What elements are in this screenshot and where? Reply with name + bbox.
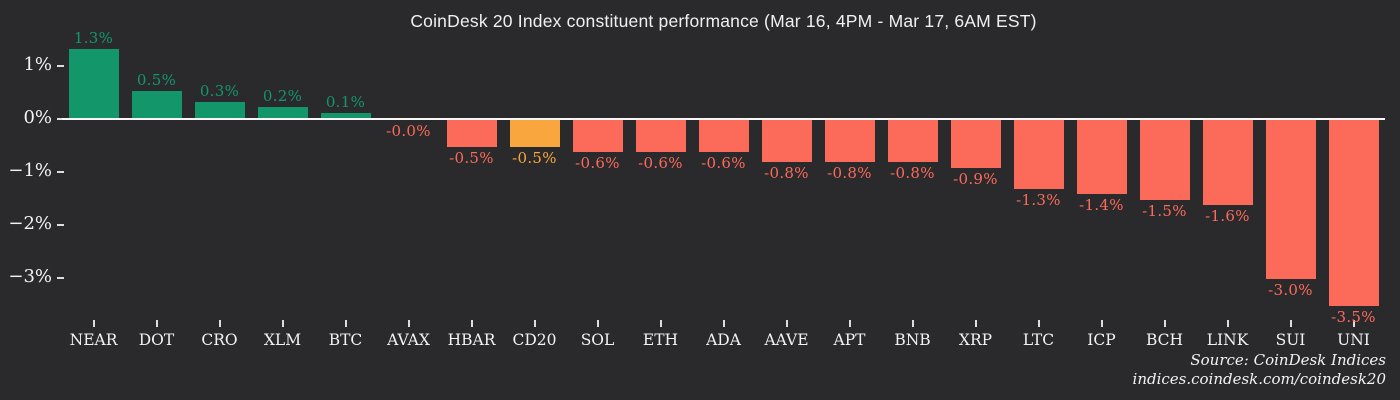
bar-bch [1139, 119, 1190, 200]
y-axis-tick-label: −2% [8, 213, 52, 234]
value-label-xrp: -0.9% [953, 170, 998, 188]
value-label-near: 1.3% [73, 29, 114, 47]
value-label-cro: 0.3% [199, 82, 240, 100]
source-url: indices.coindesk.com/coindesk20 [1132, 370, 1386, 388]
y-axis-tick-label: 0% [23, 107, 52, 128]
value-label-bch: -1.5% [1142, 202, 1187, 220]
value-label-btc: 0.1% [325, 93, 366, 111]
y-axis-tick-mark [57, 118, 64, 120]
x-axis-tick-mark [470, 320, 473, 327]
bar-cd20 [509, 119, 560, 147]
x-axis-label-icp: ICP [1087, 331, 1116, 349]
value-label-avax: -0.0% [386, 122, 431, 140]
bar-ltc [1013, 119, 1064, 189]
value-label-dot: 0.5% [136, 71, 177, 89]
x-axis-tick-mark [1037, 320, 1040, 327]
bar-xlm [257, 107, 308, 119]
bar-bnb [887, 119, 938, 162]
y-axis-tick-mark [57, 277, 64, 279]
x-axis-label-dot: DOT [138, 331, 175, 349]
bar-xrp [950, 119, 1001, 168]
x-axis-tick-mark [344, 320, 347, 327]
x-axis-tick-mark [155, 320, 158, 327]
y-axis-tick-mark [57, 224, 64, 226]
x-axis-label-avax: AVAX [387, 331, 430, 349]
bar-near [68, 49, 119, 119]
value-label-sol: -0.6% [575, 154, 620, 172]
source-line: Source: CoinDesk Indices [1190, 351, 1386, 369]
value-label-xlm: 0.2% [262, 87, 303, 105]
x-axis-label-near: NEAR [69, 331, 118, 349]
x-axis-label-cd20: CD20 [512, 331, 557, 349]
x-axis-label-aave: AAVE [764, 331, 809, 349]
x-axis-label-uni: UNI [1337, 331, 1370, 349]
x-axis-tick-mark [974, 320, 977, 327]
x-axis-label-ada: ADA [706, 331, 741, 349]
bar-ada [698, 119, 749, 152]
value-label-bnb: -0.8% [890, 164, 935, 182]
y-axis-tick-mark [57, 65, 64, 67]
value-label-eth: -0.6% [638, 154, 683, 172]
x-axis-label-bnb: BNB [894, 331, 931, 349]
value-label-ada: -0.6% [701, 154, 746, 172]
bar-aave [761, 119, 812, 162]
bar-cro [194, 102, 245, 119]
x-axis-tick-mark [92, 320, 95, 327]
x-axis-tick-mark [1163, 320, 1166, 327]
bar-btc [320, 113, 371, 119]
x-axis-label-link: LINK [1206, 331, 1249, 349]
x-axis-label-btc: BTC [328, 331, 363, 349]
value-label-ltc: -1.3% [1016, 191, 1061, 209]
x-axis-label-apt: APT [833, 331, 866, 349]
chart-title: CoinDesk 20 Index constituent performanc… [410, 11, 1037, 31]
value-label-sui: -3.0% [1268, 281, 1313, 299]
value-label-hbar: -0.5% [449, 149, 494, 167]
bar-eth [635, 119, 686, 152]
x-axis-tick-mark [722, 320, 725, 327]
y-axis-tick-label: −3% [8, 266, 52, 287]
x-axis-tick-mark [596, 320, 599, 327]
value-label-aave: -0.8% [764, 164, 809, 182]
bar-dot [131, 91, 182, 119]
x-axis-tick-mark [848, 320, 851, 327]
value-label-icp: -1.4% [1079, 196, 1124, 214]
x-axis-tick-mark [911, 320, 914, 327]
bar-apt [824, 119, 875, 162]
x-axis-label-bch: BCH [1145, 331, 1184, 349]
x-axis-tick-mark [1226, 320, 1229, 327]
bar-hbar [446, 119, 497, 147]
value-label-apt: -0.8% [827, 164, 872, 182]
x-axis-label-xlm: XLM [263, 331, 302, 349]
x-axis-tick-mark [1289, 320, 1292, 327]
x-axis-tick-mark [1352, 320, 1355, 327]
x-axis-tick-mark [533, 320, 536, 327]
bar-sui [1265, 119, 1316, 279]
value-label-uni: -3.5% [1331, 308, 1376, 326]
x-axis-tick-mark [659, 320, 662, 327]
zero-baseline [62, 118, 1385, 120]
x-axis-label-sol: SOL [580, 331, 615, 349]
y-axis-tick-label: 1% [23, 54, 52, 75]
x-axis-tick-mark [1100, 320, 1103, 327]
x-axis-label-sui: SUI [1275, 331, 1306, 349]
bar-uni [1328, 119, 1379, 306]
y-axis-tick-label: −1% [8, 160, 52, 181]
x-axis-tick-mark [407, 320, 410, 327]
bar-sol [572, 119, 623, 152]
bar-link [1202, 119, 1253, 205]
x-axis-tick-mark [281, 320, 284, 327]
source-attribution: Source: CoinDesk Indices indices.coindes… [1133, 351, 1386, 389]
x-axis-label-cro: CRO [201, 331, 238, 349]
x-axis-label-ltc: LTC [1022, 331, 1055, 349]
x-axis-tick-mark [218, 320, 221, 327]
value-label-cd20: -0.5% [512, 149, 557, 167]
y-axis-tick-mark [57, 171, 64, 173]
x-axis-tick-mark [785, 320, 788, 327]
x-axis-label-xrp: XRP [958, 331, 993, 349]
x-axis-label-eth: ETH [642, 331, 679, 349]
value-label-link: -1.6% [1205, 207, 1250, 225]
bar-icp [1076, 119, 1127, 194]
x-axis-label-hbar: HBAR [447, 331, 496, 349]
